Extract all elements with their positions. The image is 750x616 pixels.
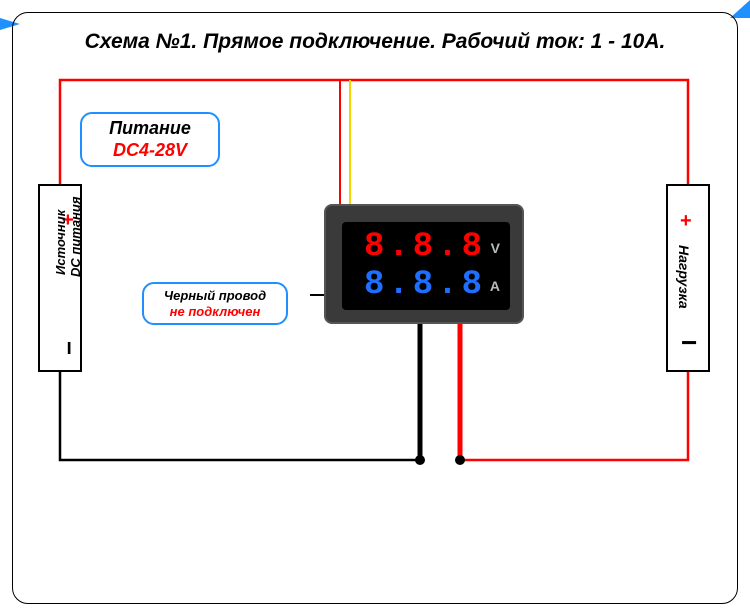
meter-unit-v: V [491, 240, 500, 256]
source-minus: − [56, 341, 84, 355]
load-minus: − [681, 327, 697, 359]
load-plus: + [680, 210, 692, 233]
voltmeter-ammeter: 8.8.8 8.8.8 V A [324, 204, 524, 324]
source-label-2: DC питания [68, 196, 83, 277]
power-callout-line1: Питание [88, 118, 212, 140]
power-callout: Питание DC4-28V [80, 112, 220, 167]
blackwire-callout-line2: не подключен [150, 304, 280, 320]
load-label: Нагрузка [676, 245, 692, 309]
meter-volt-reading: 8.8.8 [364, 228, 486, 266]
diagram-title: Схема №1. Прямое подключение. Рабочий то… [0, 30, 750, 54]
diagram-canvas: Схема №1. Прямое подключение. Рабочий то… [0, 0, 750, 616]
blackwire-callout-line1: Черный провод [150, 288, 280, 304]
blackwire-callout: Черный провод не подключен [142, 282, 288, 325]
meter-screen: 8.8.8 8.8.8 V A [342, 222, 510, 310]
meter-unit-a: A [490, 278, 500, 294]
source-label-1: Источник [53, 210, 68, 275]
power-callout-line2: DC4-28V [88, 140, 212, 162]
meter-amp-reading: 8.8.8 [364, 266, 486, 304]
